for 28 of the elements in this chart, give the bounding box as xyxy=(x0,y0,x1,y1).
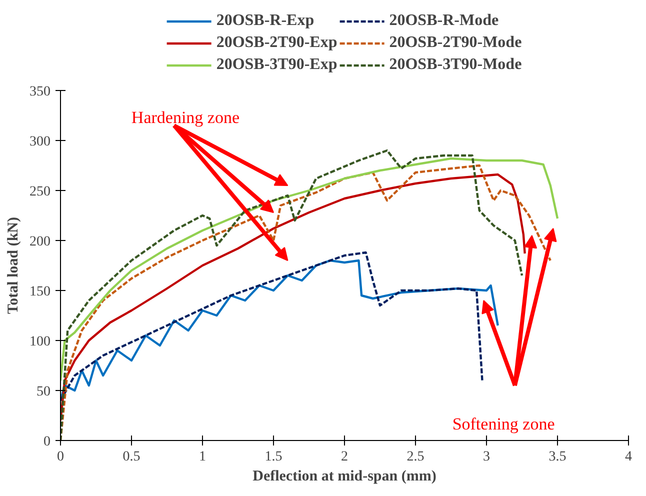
y-axis-title: Total load (kN) xyxy=(6,217,22,314)
x-tick-label: 3.5 xyxy=(548,450,566,464)
x-tick-label: 0 xyxy=(57,450,64,464)
legend-label: 20OSB-R-Mode xyxy=(389,10,499,30)
x-tick-label: 2.5 xyxy=(406,450,424,464)
y-tick-label: 350 xyxy=(30,84,50,100)
y-tick-label: 50 xyxy=(36,384,50,400)
y-tick-label: 0 xyxy=(44,434,50,450)
legend-label: 20OSB-2T90-Mode xyxy=(389,32,522,52)
legend-label: 20OSB-3T90-Exp xyxy=(216,54,338,74)
legend-label: 20OSB-3T90-Mode xyxy=(389,54,522,74)
x-axis-title: Deflection at mid-span (mm) xyxy=(252,468,436,484)
y-tick-label: 200 xyxy=(30,234,50,250)
line-series xyxy=(60,157,559,382)
annotation: Hardening zone xyxy=(131,108,240,127)
x-tick-label: 4 xyxy=(625,450,632,464)
x-tick-label: 1 xyxy=(199,450,206,464)
x-tick-label: 3 xyxy=(483,450,490,464)
y-tick-label: 100 xyxy=(30,334,50,350)
annotation: Softening zone xyxy=(452,414,555,434)
legend-label: 20OSB-R-Exp xyxy=(216,10,314,30)
y-tick-label: 300 xyxy=(30,134,50,150)
x-tick-label: 2 xyxy=(341,450,348,464)
y-tick-label: 250 xyxy=(30,184,50,200)
x-tick-label: 0.5 xyxy=(122,450,140,464)
x-tick-label: 1.5 xyxy=(264,450,282,464)
y-tick-label: 150 xyxy=(30,284,50,300)
legend-label: 20OSB-2T90-Exp xyxy=(216,32,338,52)
